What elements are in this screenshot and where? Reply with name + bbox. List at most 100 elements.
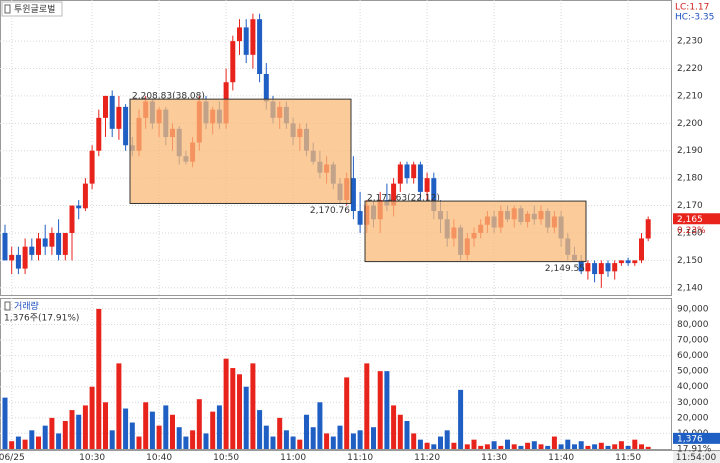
range-box bbox=[129, 98, 352, 204]
volume-bar bbox=[531, 441, 537, 449]
volume-bar bbox=[424, 442, 430, 449]
y-tick-label: 80,000 bbox=[677, 320, 709, 330]
candle-body bbox=[598, 263, 604, 275]
candle-body bbox=[96, 117, 102, 151]
x-tick-label: 06/25 bbox=[0, 453, 25, 463]
candle-body bbox=[29, 246, 35, 255]
y-tick-label: 2,210 bbox=[677, 91, 703, 101]
candle-body bbox=[625, 260, 631, 264]
volume-bar bbox=[317, 402, 323, 449]
y-tick-label: 40,000 bbox=[677, 382, 709, 392]
candle-body bbox=[109, 95, 115, 129]
y-tick-label: 2,170 bbox=[677, 201, 703, 211]
candle-body bbox=[82, 183, 88, 209]
last-price: 2,165 bbox=[677, 215, 703, 225]
volume-bar bbox=[76, 414, 82, 449]
volume-bar bbox=[143, 402, 149, 449]
y-tick-label: 70,000 bbox=[677, 336, 709, 346]
volume-bar bbox=[190, 430, 196, 449]
volume-bar bbox=[484, 444, 490, 449]
volume-bar bbox=[397, 414, 403, 449]
volume-bar bbox=[297, 439, 303, 449]
volume-bar bbox=[257, 410, 263, 449]
volume-bar bbox=[310, 427, 316, 449]
x-tick-label: 11:00 bbox=[280, 453, 306, 463]
y-tick-label: 2,190 bbox=[677, 146, 703, 156]
volume-bar bbox=[585, 445, 591, 449]
candle-body bbox=[404, 164, 410, 179]
volume-bar bbox=[645, 446, 651, 449]
candle-body bbox=[36, 238, 41, 255]
volume-bar bbox=[283, 430, 289, 449]
box-high-label: 2,171.63(22.12) bbox=[367, 194, 440, 204]
volume-bar bbox=[565, 439, 571, 449]
volume-bar bbox=[404, 420, 410, 449]
x-tick-label: 11:50 bbox=[615, 453, 641, 463]
y-tick-label: 20,000 bbox=[677, 413, 709, 423]
volume-bar bbox=[237, 374, 242, 449]
candle-body bbox=[15, 254, 21, 269]
volume-bar bbox=[176, 427, 182, 449]
candle-body bbox=[9, 254, 15, 261]
volume-bar bbox=[243, 386, 249, 449]
volume-info: 1,376주(17.91%) bbox=[4, 313, 79, 324]
y-tick-label: 2,230 bbox=[677, 37, 703, 47]
volume-bar bbox=[545, 445, 551, 449]
volume-bar bbox=[42, 425, 48, 449]
volume-bar bbox=[538, 444, 544, 449]
box-low-label: 2,170.76 bbox=[310, 206, 350, 216]
y-tick-label: 2,150 bbox=[677, 256, 703, 266]
candle-body bbox=[424, 178, 430, 192]
candle-body bbox=[263, 74, 269, 102]
volume-bar bbox=[505, 439, 510, 449]
volume-bar bbox=[330, 436, 336, 449]
volume-bar bbox=[183, 436, 189, 449]
volume-bar bbox=[129, 422, 135, 449]
volume-bar bbox=[89, 386, 95, 449]
volume-bar bbox=[598, 442, 604, 449]
volume-bar bbox=[163, 405, 169, 449]
volume-bar bbox=[364, 363, 370, 449]
volume-bar bbox=[518, 445, 524, 449]
box-high-label: 2,208.83(38.08) bbox=[132, 92, 205, 102]
volume-bar bbox=[82, 405, 88, 449]
volume-bar bbox=[136, 436, 142, 449]
box-low-label: 2,149.55 bbox=[545, 264, 585, 274]
volume-bar bbox=[96, 308, 102, 449]
candle-body bbox=[605, 263, 611, 272]
volume-bar bbox=[491, 441, 497, 449]
candle-body bbox=[592, 263, 598, 275]
volume-bar bbox=[277, 417, 283, 449]
volume-bar bbox=[572, 444, 577, 449]
info-hc: HC:-3.35 bbox=[675, 13, 714, 23]
y-tick-label: 50,000 bbox=[677, 367, 709, 377]
candle-body bbox=[350, 178, 356, 212]
volume-bar bbox=[357, 430, 363, 449]
range-box bbox=[364, 200, 587, 263]
volume-bar bbox=[525, 442, 531, 449]
volume-bar bbox=[103, 402, 108, 449]
volume-bar bbox=[170, 414, 175, 449]
volume-bar bbox=[438, 436, 443, 449]
last-volume-box bbox=[673, 432, 720, 444]
candle-body bbox=[417, 164, 423, 192]
y-tick-label: 30,000 bbox=[677, 398, 709, 408]
candle-body bbox=[56, 232, 62, 255]
volume-bar bbox=[478, 445, 484, 449]
candle-body bbox=[639, 238, 644, 261]
volume-bar bbox=[69, 410, 75, 449]
volume-bar bbox=[324, 433, 330, 449]
volume-panel bbox=[0, 298, 672, 450]
volume-bar bbox=[612, 444, 618, 449]
candle-body bbox=[42, 238, 48, 247]
volume-bar bbox=[605, 445, 611, 449]
volume-bar bbox=[250, 363, 256, 449]
x-tick-label: 11:30 bbox=[481, 453, 507, 463]
candle-body bbox=[431, 178, 437, 212]
volume-title: 거래량 bbox=[14, 300, 39, 312]
volume-bar bbox=[391, 405, 397, 449]
volume-bar bbox=[304, 414, 309, 449]
volume-bar bbox=[618, 441, 624, 449]
candle-body bbox=[103, 95, 108, 118]
